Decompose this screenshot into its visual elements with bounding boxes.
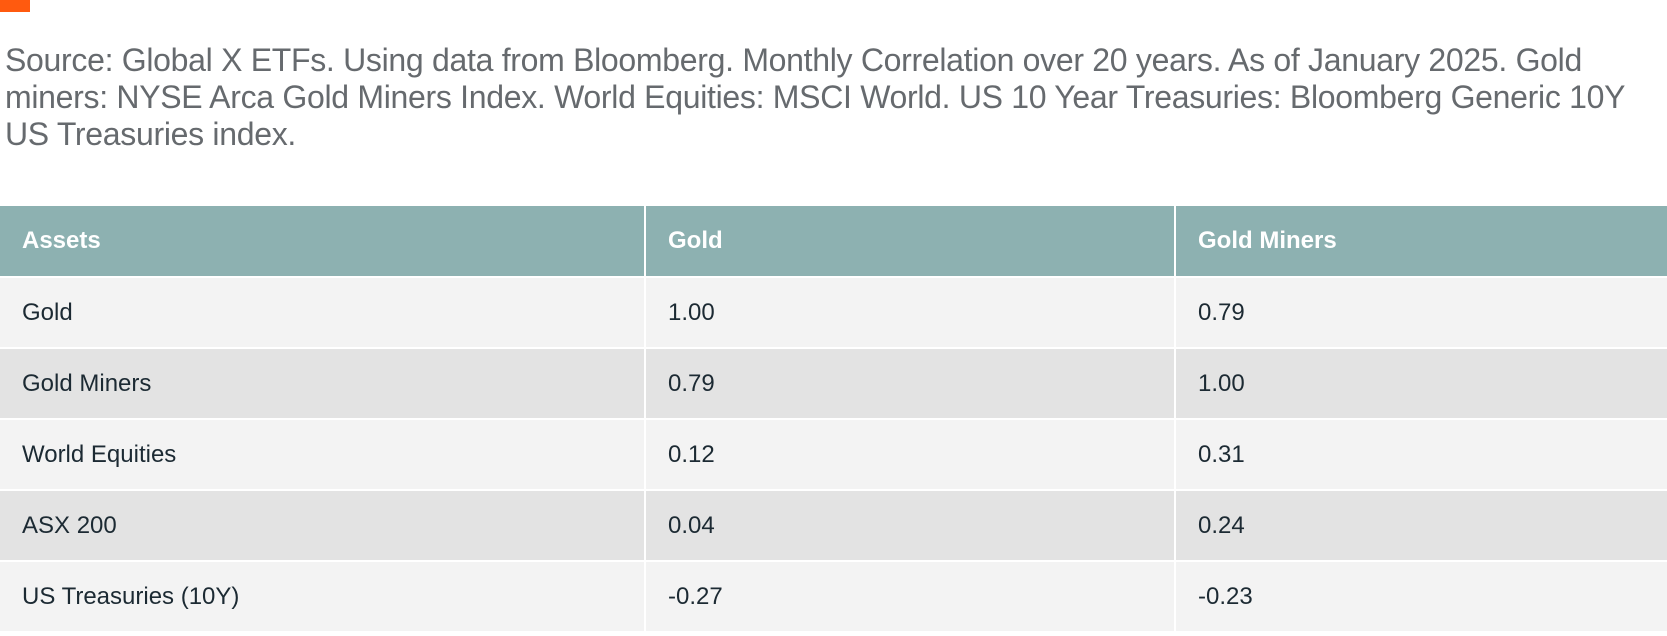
gold-miners-correlation-cell: 0.31 — [1174, 418, 1667, 490]
gold-correlation-cell: -0.27 — [644, 560, 1176, 631]
gold-miners-correlation-cell: 0.24 — [1174, 489, 1667, 561]
gold-miners-correlation-cell: 0.79 — [1174, 276, 1667, 348]
asset-name-cell: World Equities — [0, 418, 646, 490]
header-gold-miners: Gold Miners — [1174, 206, 1667, 277]
header-assets: Assets — [0, 206, 646, 277]
brand-accent-bar — [0, 0, 30, 12]
asset-name-cell: Gold Miners — [0, 347, 646, 419]
gold-correlation-cell: 1.00 — [644, 276, 1176, 348]
gold-miners-correlation-cell: -0.23 — [1174, 560, 1667, 631]
table-row: World Equities 0.12 0.31 — [0, 418, 1667, 490]
table-row: ASX 200 0.04 0.24 — [0, 489, 1667, 561]
table-header-row: Assets Gold Gold Miners — [0, 206, 1667, 277]
gold-correlation-cell: 0.12 — [644, 418, 1176, 490]
header-gold: Gold — [644, 206, 1176, 277]
correlation-table-container: Assets Gold Gold Miners Gold 1.00 0.79 G… — [0, 206, 1667, 631]
asset-name-cell: US Treasuries (10Y) — [0, 560, 646, 631]
table-row: Gold 1.00 0.79 — [0, 276, 1667, 348]
correlation-table: Assets Gold Gold Miners Gold 1.00 0.79 G… — [0, 206, 1667, 631]
source-note: Source: Global X ETFs. Using data from B… — [5, 42, 1625, 152]
gold-miners-correlation-cell: 1.00 — [1174, 347, 1667, 419]
table-row: Gold Miners 0.79 1.00 — [0, 347, 1667, 419]
gold-correlation-cell: 0.79 — [644, 347, 1176, 419]
asset-name-cell: Gold — [0, 276, 646, 348]
table-row: US Treasuries (10Y) -0.27 -0.23 — [0, 560, 1667, 631]
gold-correlation-cell: 0.04 — [644, 489, 1176, 561]
asset-name-cell: ASX 200 — [0, 489, 646, 561]
